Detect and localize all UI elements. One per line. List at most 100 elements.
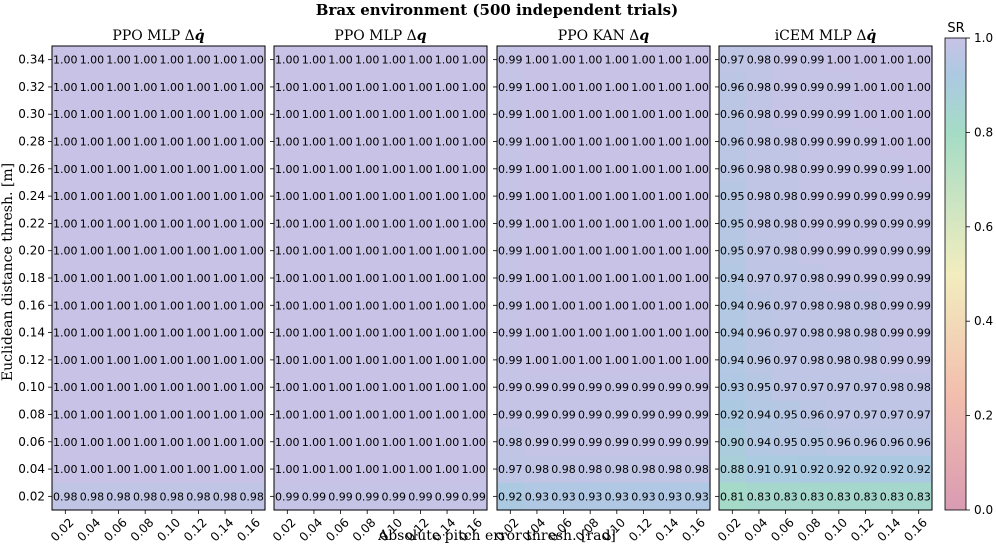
heatmap-cell (300, 346, 328, 375)
cell-value-label: 0.93 (631, 490, 656, 503)
cell-value-label: 1.00 (684, 327, 709, 340)
x-tick-label: 0.02 (270, 515, 299, 544)
cell-value-label: 1.00 (302, 136, 327, 149)
heatmap-cell (852, 346, 880, 375)
heatmap-cell (630, 46, 658, 74)
cell-value-label: 1.00 (80, 299, 105, 312)
heatmap-cell (353, 455, 382, 484)
heatmap-cell (630, 209, 658, 238)
cell-value-label: 1.00 (53, 408, 78, 421)
cell-value-label: 0.98 (106, 490, 131, 503)
cell-value-label: 1.00 (213, 354, 238, 367)
heatmap-cell (433, 209, 461, 238)
cell-value-label: 1.00 (461, 217, 486, 230)
cell-value-label: 1.00 (53, 54, 78, 67)
heatmap-cell (683, 127, 711, 156)
colorbar-tick-label: 0.2 (974, 409, 993, 423)
heatmap-cell (905, 209, 933, 238)
heatmap-cell (274, 428, 302, 457)
heatmap-cell (550, 428, 578, 457)
heatmap-cell (131, 155, 160, 184)
panel-title-symbol: q̇ (195, 27, 205, 44)
heatmap-cell (576, 100, 605, 129)
heatmap-cell (825, 346, 853, 375)
heatmap-cell (380, 237, 408, 265)
heatmap-cell (656, 455, 684, 484)
x-tick-label: 0.06 (768, 515, 797, 544)
heatmap-cell (158, 373, 186, 402)
cell-value-label: 1.00 (382, 163, 407, 176)
heatmap-cell (158, 73, 186, 102)
cell-value-label: 0.83 (747, 490, 772, 503)
heatmap-cell (798, 318, 827, 347)
cell-value-label: 1.00 (213, 463, 238, 476)
heatmap-cell (300, 482, 328, 511)
heatmap-cell (274, 100, 302, 129)
x-tick-label: 0.06 (323, 515, 352, 544)
cell-value-label: 1.00 (382, 136, 407, 149)
heatmap-cell (460, 127, 488, 156)
x-tick-label: 0.16 (679, 515, 708, 544)
cell-value-label: 1.00 (275, 108, 300, 121)
cell-value-label: 0.99 (498, 245, 523, 258)
cell-value-label: 1.00 (53, 463, 78, 476)
cell-value-label: 1.00 (328, 108, 353, 121)
cell-value-label: 1.00 (275, 299, 300, 312)
heatmap-cell (825, 428, 853, 457)
cell-value-label: 1.00 (186, 463, 211, 476)
cell-value-label: 0.97 (906, 408, 931, 421)
cell-value-label: 1.00 (525, 217, 550, 230)
cell-value-label: 1.00 (186, 163, 211, 176)
cell-value-label: 1.00 (605, 54, 630, 67)
cell-value-label: 0.98 (747, 217, 772, 230)
cell-value-label: 1.00 (80, 217, 105, 230)
cell-value-label: 0.95 (773, 436, 798, 449)
heatmap-cell (719, 155, 747, 184)
cell-value-label: 0.98 (906, 381, 931, 394)
heatmap-cell (523, 482, 551, 511)
heatmap-cell (576, 127, 605, 156)
heatmap-cell (327, 127, 355, 156)
cell-value-label: 1.00 (525, 245, 550, 258)
cell-value-label: 1.00 (328, 408, 353, 421)
heatmap-cell (211, 428, 239, 457)
y-tick-label: 0.02 (18, 489, 45, 503)
cell-value-label: 1.00 (605, 299, 630, 312)
heatmap-cell (905, 373, 933, 402)
heatmap-cell (825, 100, 853, 129)
heatmap-cell (798, 100, 827, 129)
cell-value-label: 1.00 (133, 299, 158, 312)
cell-value-label: 1.00 (80, 463, 105, 476)
cell-value-label: 1.00 (328, 136, 353, 149)
cell-value-label: 1.00 (160, 163, 185, 176)
heatmap-cell (772, 455, 800, 484)
heatmap-cell (630, 346, 658, 375)
heatmap-cell (380, 428, 408, 457)
heatmap-cell (238, 482, 266, 511)
y-tick-label: 0.12 (18, 353, 45, 367)
cell-value-label: 0.98 (800, 327, 825, 340)
heatmap-cell (238, 127, 266, 156)
cell-value-label: 1.00 (186, 381, 211, 394)
cell-value-label: 1.00 (133, 381, 158, 394)
cell-value-label: 1.00 (578, 108, 603, 121)
heatmap-cell (630, 264, 658, 293)
heatmap-cell (683, 291, 711, 320)
cell-value-label: 1.00 (880, 81, 905, 94)
cell-value-label: 1.00 (80, 381, 105, 394)
heatmap-cell (380, 264, 408, 293)
cell-value-label: 0.98 (773, 136, 798, 149)
cell-value-label: 0.92 (880, 463, 905, 476)
cell-value-label: 1.00 (106, 245, 131, 258)
heatmap-cell (523, 291, 551, 320)
cell-value-label: 1.00 (239, 327, 264, 340)
heatmap-cell (603, 127, 631, 156)
heatmap-cell (274, 318, 302, 347)
cell-value-label: 0.94 (747, 408, 772, 421)
heatmap-cell (238, 318, 266, 347)
heatmap-cell (745, 155, 773, 184)
heatmap-cell (825, 182, 853, 211)
heatmap-cell (460, 46, 488, 74)
heatmap-cell (772, 291, 800, 320)
cell-value-label: 1.00 (275, 327, 300, 340)
